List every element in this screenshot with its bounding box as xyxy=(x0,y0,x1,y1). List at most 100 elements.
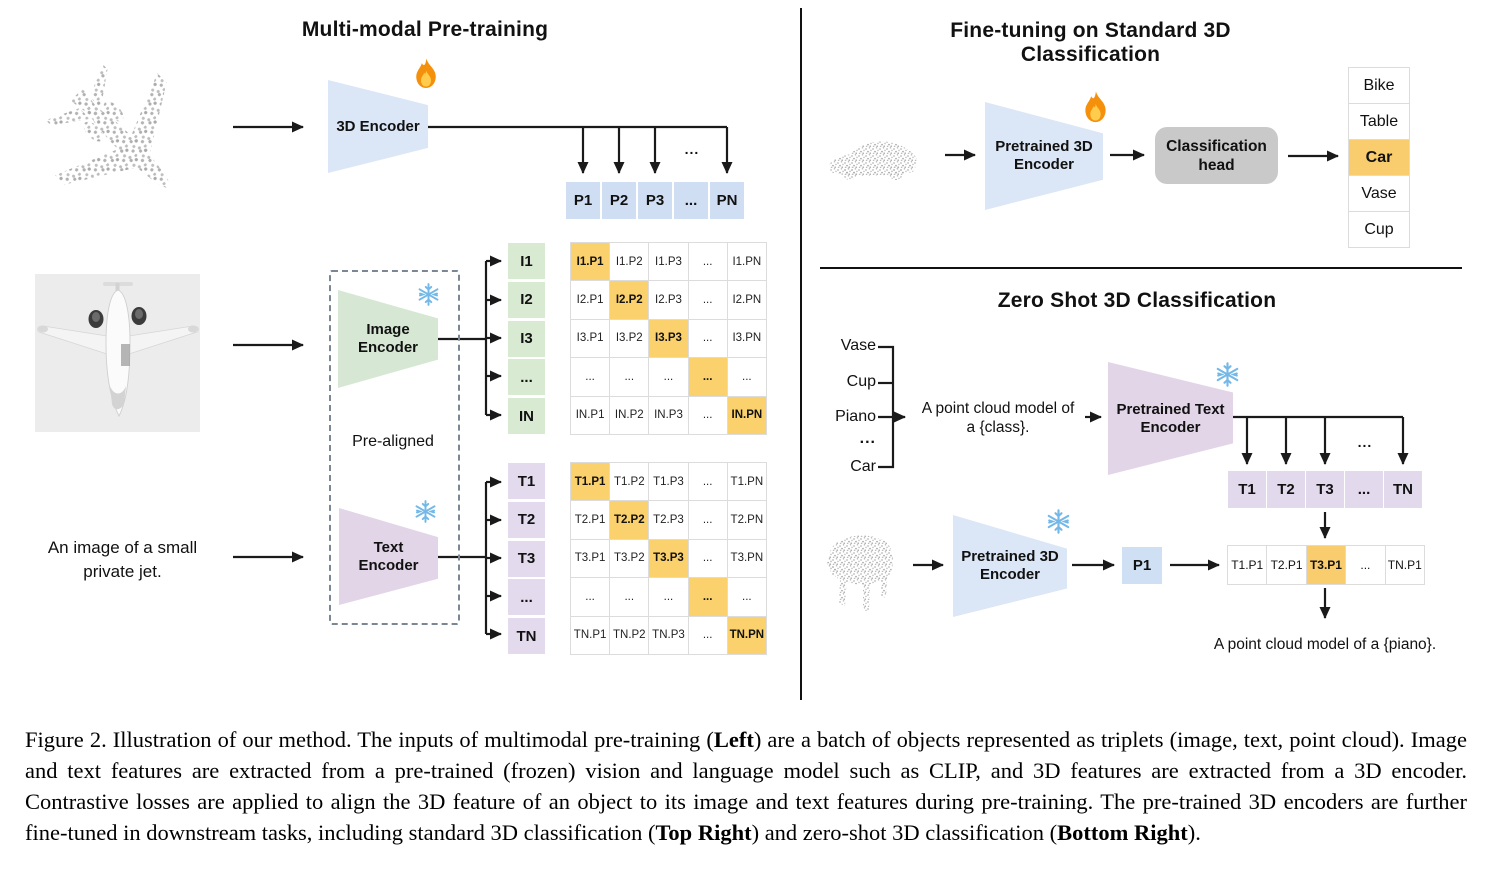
cell: I3.PN xyxy=(727,319,766,358)
t-feature: T2 xyxy=(508,501,545,538)
cell: TN.PN xyxy=(727,616,766,654)
cell: I1.PN xyxy=(727,243,766,281)
cell: T1.P1 xyxy=(571,463,610,501)
zeroshot-class: Cup xyxy=(846,373,876,390)
fire-icon xyxy=(413,58,439,89)
result-cell: TN.P1 xyxy=(1385,546,1424,584)
finetuning-title: Fine-tuning on Standard 3D Classificatio… xyxy=(950,19,1231,66)
zeroshot-class-ellipsis: ... xyxy=(859,430,876,447)
caption-bold: Top Right xyxy=(655,820,752,845)
cell: TN.P2 xyxy=(610,616,649,654)
cell: ... xyxy=(688,243,727,281)
cell: T2.P2 xyxy=(610,501,649,539)
p-feature: ... xyxy=(674,182,708,219)
image-encoder-label: Image Encoder xyxy=(357,321,418,356)
cell: T3.P2 xyxy=(610,539,649,578)
result-cell-best: T3.P1 xyxy=(1306,546,1346,584)
t-feature: T1 xyxy=(1228,471,1266,508)
airplane-point-cloud xyxy=(45,63,170,188)
t-feature: T2 xyxy=(1267,471,1305,508)
pretraining-title: Multi-modal Pre-training xyxy=(301,18,549,41)
cell: ... xyxy=(727,578,766,616)
cell: ... xyxy=(649,578,688,616)
snowflake-icon xyxy=(417,283,440,306)
ellipsis-t-drops: ... xyxy=(1357,434,1373,450)
result-cell: T2.P1 xyxy=(1267,546,1306,584)
cell: ... xyxy=(688,539,727,578)
t-feature: TN xyxy=(508,618,545,655)
pretrained-3d-encoder-zs-label: Pretrained 3D Encoder xyxy=(961,548,1059,583)
car-point-cloud xyxy=(829,141,917,180)
t-feature: T3 xyxy=(1306,471,1344,508)
piano-point-cloud xyxy=(827,535,893,612)
cell: ... xyxy=(649,358,688,396)
cell: ... xyxy=(688,578,727,616)
cell: T2.P3 xyxy=(649,501,688,539)
ellipsis-p-drops: ... xyxy=(684,141,700,157)
cell: ... xyxy=(688,358,727,396)
cell: I2.P3 xyxy=(649,281,688,319)
cell: I3.P2 xyxy=(610,319,649,358)
cell: ... xyxy=(571,578,610,616)
figure-caption: Figure 2. Illustration of our method. Th… xyxy=(25,724,1467,848)
pre-aligned-label: Pre-aligned xyxy=(352,433,434,450)
cell: IN.P3 xyxy=(649,396,688,434)
p-feature-row: P1 P2 P3 ... PN xyxy=(566,182,744,219)
image-point-similarity-matrix: I1.P1 I1.P2 I1.P3 ... I1.PN I2.P1 I2.P2 … xyxy=(570,242,767,435)
cell: ... xyxy=(688,319,727,358)
cell: T2.P1 xyxy=(571,501,610,539)
pretraining-arrows xyxy=(233,121,733,640)
cell: I1.P2 xyxy=(610,243,649,281)
class-option-predicted: Car xyxy=(1349,140,1409,175)
zeroshot-class: Piano xyxy=(835,408,876,425)
cell: T3.P3 xyxy=(649,539,688,578)
zeroshot-title: Zero Shot 3D Classification xyxy=(997,289,1277,312)
cell: T3.P1 xyxy=(571,539,610,578)
3d-encoder-label: 3D Encoder xyxy=(336,117,420,135)
class-option: Vase xyxy=(1349,176,1409,211)
cell: I2.P2 xyxy=(610,281,649,319)
cell: ... xyxy=(610,578,649,616)
snowflake-icon xyxy=(414,500,437,523)
cell: I2.PN xyxy=(727,281,766,319)
p1-feature-box: P1 xyxy=(1122,547,1162,584)
t-feature: ... xyxy=(508,579,545,616)
private-jet-photo xyxy=(35,274,200,432)
caption-text: Figure 2. Illustration of our method. Th… xyxy=(25,727,714,752)
cell: ... xyxy=(688,463,727,501)
cell: TN.P3 xyxy=(649,616,688,654)
t-feature: ... xyxy=(1345,471,1383,508)
snowflake-icon xyxy=(1215,362,1240,387)
snowflake-icon xyxy=(1046,509,1071,534)
caption-bold: Bottom Right xyxy=(1057,820,1188,845)
zeroshot-class: Vase xyxy=(840,337,876,354)
pre-aligned-box xyxy=(329,270,460,625)
p-feature: P1 xyxy=(566,182,600,219)
connector-arrows-layer xyxy=(233,8,1462,700)
class-score-list: Bike Table Car Vase Cup xyxy=(1348,67,1410,248)
i-feature: I3 xyxy=(508,320,545,357)
classification-head-block: Classification head xyxy=(1155,127,1278,184)
cell: T2.PN xyxy=(727,501,766,539)
t-feature: TN xyxy=(1384,471,1422,508)
result-cell: T1.P1 xyxy=(1228,546,1267,584)
i-feature: ... xyxy=(508,359,545,396)
cell: IN.P2 xyxy=(610,396,649,434)
zeroshot-class: Car xyxy=(850,458,876,475)
text-encoder-label: Text Encoder xyxy=(358,538,419,574)
cell: T1.P3 xyxy=(649,463,688,501)
p-feature: P2 xyxy=(602,182,636,219)
caption-bold: Left xyxy=(713,727,754,752)
text-feature-row: T1 T2 T3 ... TN xyxy=(1228,471,1422,508)
cell: ... xyxy=(688,501,727,539)
pretrained-text-encoder-label: Pretrained Text Encoder xyxy=(1116,400,1225,436)
cell: I1.P3 xyxy=(649,243,688,281)
i-feature: I2 xyxy=(508,281,545,318)
image-feature-column: I1 I2 I3 ... IN xyxy=(508,243,545,435)
cell: ... xyxy=(688,396,727,434)
text-feature-column: T1 T2 T3 ... TN xyxy=(508,463,545,655)
fire-icon xyxy=(1082,91,1109,123)
cell: I2.P1 xyxy=(571,281,610,319)
caption-text: ) are a batch of objects represented as … xyxy=(25,727,1467,845)
cell: IN.P1 xyxy=(571,396,610,434)
